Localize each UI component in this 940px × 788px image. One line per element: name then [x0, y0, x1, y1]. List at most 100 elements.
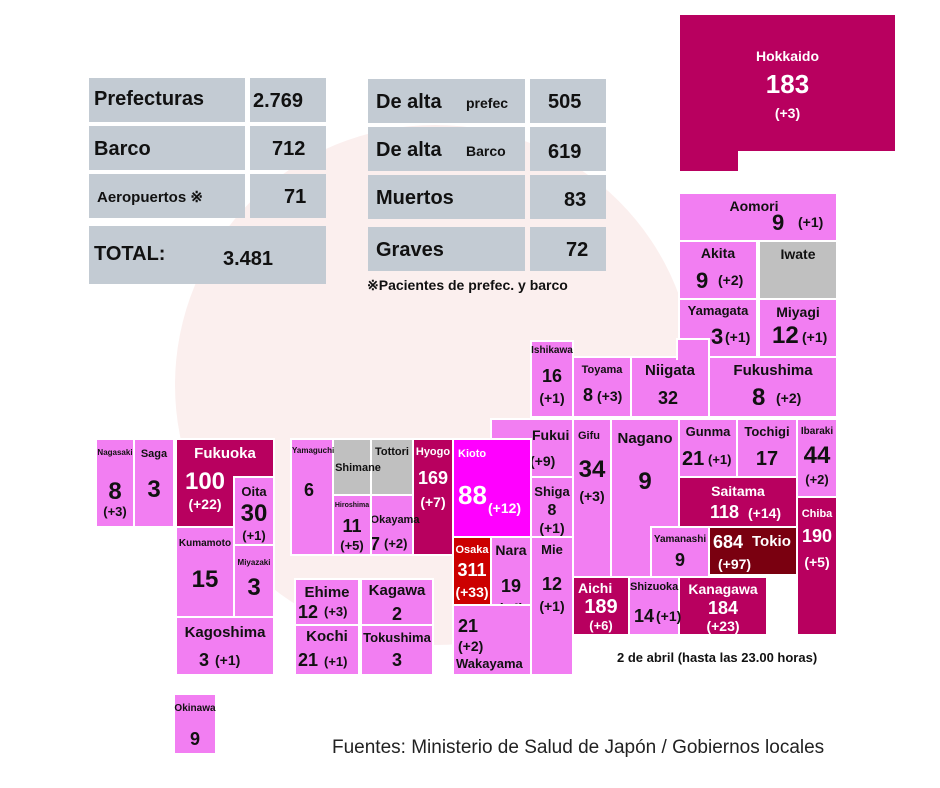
prefecture-shizuoka[interactable]: Shizuoka 14 (+1) — [628, 576, 681, 636]
prefecture-value: 684 — [713, 532, 744, 552]
prefecture-change: (+2) — [805, 472, 829, 487]
prefecture-name: Hokkaido — [755, 48, 819, 64]
stat-value: 619 — [548, 141, 582, 163]
prefecture-name: Tokushima — [363, 630, 431, 645]
prefecture-shiga[interactable]: Shiga 8 (+1) — [530, 476, 574, 538]
prefecture-toyama[interactable]: Toyama 8 (+3) — [572, 356, 632, 418]
prefecture-chiba[interactable]: Chiba 190 (+5) — [796, 496, 838, 636]
prefecture-value: 88 — [458, 480, 487, 510]
prefecture-change: (+3) — [579, 488, 605, 504]
prefecture-tokio[interactable]: 684 Tokio (+97) — [708, 526, 798, 576]
prefecture-name: Nara — [495, 542, 527, 558]
prefecture-aomori[interactable]: Aomori 9 (+1) — [678, 192, 838, 242]
prefecture-name: Chiba — [801, 508, 833, 520]
prefecture-saitama[interactable]: Saitama 118 (+14) — [678, 476, 798, 528]
prefecture-value: 6 — [303, 480, 314, 500]
prefecture-fukuoka[interactable]: Fukuoka — [175, 438, 275, 478]
prefecture-name: Saitama — [711, 483, 765, 499]
prefecture-change: (+5) — [804, 554, 830, 570]
prefecture-name: Aichi — [578, 580, 613, 596]
stat-label: De alta — [376, 139, 442, 161]
prefecture-fukushima[interactable]: Fukushima 8 (+2) — [708, 356, 838, 418]
prefecture-hiroshima[interactable]: Hiroshima 11 (+5) — [332, 494, 372, 556]
prefecture-niigata[interactable]: Niigata 32 — [630, 356, 710, 418]
prefecture-name: Okayama — [370, 514, 420, 526]
prefecture-ishikawa[interactable]: Ishikawa 16 (+1) — [530, 340, 574, 418]
prefecture-value: 19 — [500, 576, 522, 596]
prefecture-value: 8 — [752, 384, 766, 411]
prefecture-oita[interactable]: Oita 30 (+1) — [233, 476, 275, 546]
prefecture-kumamoto[interactable]: Kumamoto 15 — [175, 526, 235, 618]
prefecture-tokushima[interactable]: Tokushima 3 — [360, 624, 434, 676]
prefecture-kochi[interactable]: Kochi 21 (+1) — [294, 624, 360, 676]
prefecture-change: (+6) — [589, 618, 613, 633]
prefecture-change: (+33) — [455, 584, 489, 600]
prefecture-change: (+3) — [597, 388, 623, 404]
prefecture-change: (+2) — [776, 390, 802, 406]
prefecture-ehime[interactable]: Ehime 12 (+3) — [294, 578, 360, 626]
prefecture-name: Tokio — [752, 533, 791, 550]
prefecture-kagoshima[interactable]: Kagoshima 3 (+1) — [175, 616, 275, 676]
prefecture-ibaraki[interactable]: Ibaraki 44 (+2) — [796, 418, 838, 498]
prefecture-yamaguchi[interactable]: Yamaguchi 6 — [290, 438, 334, 556]
stat-de-alta-barco-value: 619 — [530, 127, 606, 171]
prefecture-change: (+7) — [420, 494, 446, 510]
prefecture-change: (+12) — [488, 500, 522, 516]
stat-label: Aeropuertos ※ — [97, 189, 203, 206]
prefecture-change: (+23) — [706, 618, 740, 634]
stat-value: 83 — [564, 189, 587, 211]
prefecture-kanagawa[interactable]: Kanagawa 184 (+23) — [678, 576, 768, 636]
prefecture-kioto[interactable]: Kioto 88 (+12) — [452, 438, 532, 538]
prefecture-change: (+3) — [103, 504, 127, 519]
prefecture-gifu[interactable]: Gifu 34 (+3) — [572, 418, 612, 580]
prefecture-value: 17 — [755, 448, 779, 470]
stat-label: Prefecturas — [94, 88, 205, 110]
stat-prefecturas-value: 2.769 — [250, 78, 326, 122]
prefecture-name: Fukushima — [733, 362, 813, 379]
prefecture-value: 15 — [191, 566, 219, 593]
prefecture-okinawa[interactable]: Okinawa 9 — [174, 695, 216, 753]
prefecture-change: (+14) — [748, 505, 782, 521]
prefecture-hyogo[interactable]: Hyogo 169 (+7) — [412, 438, 454, 556]
stat-sub: Barco — [466, 143, 506, 159]
prefecture-name: Kochi — [306, 628, 348, 645]
source-text: Fuentes: Ministerio de Salud de Japón / … — [332, 737, 825, 758]
prefecture-change: (+9) — [530, 453, 556, 469]
prefecture-gunma[interactable]: Gunma 21 (+1) — [678, 418, 738, 478]
stat-value: 71 — [284, 186, 307, 208]
prefecture-name: Niigata — [644, 362, 695, 379]
prefecture-hokkaido[interactable]: Hokkaido 183 (+3) — [680, 15, 895, 151]
prefecture-akita[interactable]: Akita 9 (+2) — [678, 240, 758, 300]
stat-value: 3.481 — [223, 248, 274, 270]
prefecture-value: 44 — [803, 442, 831, 469]
stat-de-alta-prefec: De alta prefec — [368, 79, 525, 123]
prefecture-wakayama[interactable]: 21 (+2) Wakayama — [452, 604, 532, 676]
prefecture-iwate[interactable]: Iwate — [758, 240, 838, 300]
prefecture-miyazaki[interactable]: Miyazaki 3 — [233, 544, 275, 618]
prefecture-saga[interactable]: Saga 3 — [133, 438, 175, 528]
prefecture-value: 21 — [682, 448, 705, 470]
stat-barco-value: 712 — [250, 126, 326, 170]
prefecture-osaka[interactable]: Osaka 311 (+33) — [452, 536, 492, 606]
prefecture-yamanashi[interactable]: Yamanashi 9 — [650, 526, 710, 578]
date-note: 2 de abril (hasta las 23.00 horas) — [617, 650, 818, 665]
prefecture-mie[interactable]: Mie 12 (+1) — [530, 536, 574, 676]
prefecture-value: 3 — [247, 574, 261, 601]
stat-muertos: Muertos — [368, 175, 525, 219]
stat-graves-value: 72 — [530, 227, 606, 271]
prefecture-name: Mie — [541, 542, 563, 557]
prefecture-shimane[interactable]: Shimane — [332, 438, 381, 496]
prefecture-tochigi[interactable]: Tochigi 17 — [736, 418, 798, 478]
niigata-extension — [676, 338, 710, 360]
prefecture-nagasaki[interactable]: Nagasaki 8 (+3) — [95, 438, 135, 528]
prefecture-name: Hyogo — [415, 446, 451, 458]
prefecture-change: (+1) — [539, 598, 565, 614]
prefecture-name: Iwate — [780, 246, 816, 262]
prefecture-change: (+3) — [324, 604, 348, 619]
prefecture-aichi[interactable]: Aichi 189 (+6) — [572, 576, 630, 636]
prefecture-miyagi[interactable]: Miyagi 12 (+1) — [758, 298, 838, 358]
prefecture-okayama[interactable]: Okayama 7 (+2) — [370, 494, 419, 556]
prefecture-name: Aomori — [729, 198, 779, 214]
prefecture-tottori[interactable]: Tottori — [370, 438, 414, 496]
prefecture-kagawa[interactable]: Kagawa 2 — [360, 578, 434, 626]
